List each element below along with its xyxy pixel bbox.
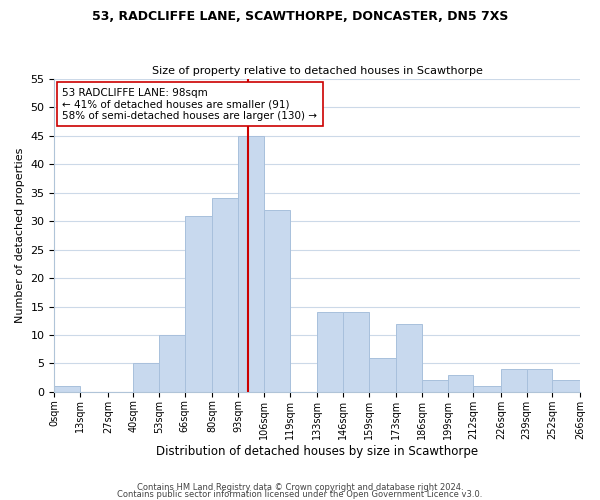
Text: 53 RADCLIFFE LANE: 98sqm
← 41% of detached houses are smaller (91)
58% of semi-d: 53 RADCLIFFE LANE: 98sqm ← 41% of detach… [62, 88, 317, 121]
Text: Contains HM Land Registry data © Crown copyright and database right 2024.: Contains HM Land Registry data © Crown c… [137, 484, 463, 492]
Text: Contains public sector information licensed under the Open Government Licence v3: Contains public sector information licen… [118, 490, 482, 499]
Bar [264, 210, 290, 392]
X-axis label: Distribution of detached houses by size in Scawthorpe: Distribution of detached houses by size … [156, 444, 478, 458]
Bar [133, 364, 159, 392]
Bar [553, 380, 580, 392]
Title: Size of property relative to detached houses in Scawthorpe: Size of property relative to detached ho… [152, 66, 482, 76]
Bar [396, 324, 422, 392]
Bar [55, 386, 80, 392]
Bar [159, 335, 185, 392]
Bar [212, 198, 238, 392]
Bar [422, 380, 448, 392]
Bar [473, 386, 501, 392]
Bar [185, 216, 212, 392]
Text: 53, RADCLIFFE LANE, SCAWTHORPE, DONCASTER, DN5 7XS: 53, RADCLIFFE LANE, SCAWTHORPE, DONCASTE… [92, 10, 508, 23]
Bar [501, 369, 527, 392]
Y-axis label: Number of detached properties: Number of detached properties [15, 148, 25, 323]
Bar [343, 312, 368, 392]
Bar [317, 312, 343, 392]
Bar [448, 374, 473, 392]
Bar [368, 358, 396, 392]
Bar [238, 136, 264, 392]
Bar [527, 369, 553, 392]
